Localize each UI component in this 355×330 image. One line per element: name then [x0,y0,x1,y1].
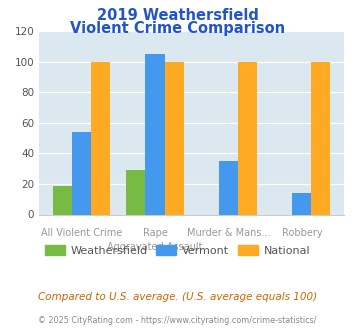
Bar [311,62,331,214]
Bar [126,170,146,214]
Bar [91,62,110,214]
Text: Murder & Mans...: Murder & Mans... [187,228,270,238]
Text: © 2025 CityRating.com - https://www.cityrating.com/crime-statistics/: © 2025 CityRating.com - https://www.city… [38,316,317,325]
Text: Violent Crime Comparison: Violent Crime Comparison [70,21,285,36]
Text: Robbery: Robbery [282,228,322,238]
Text: Aggravated Assault: Aggravated Assault [107,242,203,252]
Text: Compared to U.S. average. (U.S. average equals 100): Compared to U.S. average. (U.S. average … [38,292,317,302]
Bar [146,54,164,214]
Bar [164,62,184,214]
Legend: Weathersfield, Vermont, National: Weathersfield, Vermont, National [40,241,315,260]
Bar [292,193,311,214]
Bar [219,161,238,214]
Bar [72,132,91,214]
Bar [53,185,72,214]
Text: 2019 Weathersfield: 2019 Weathersfield [97,8,258,23]
Bar [238,62,257,214]
Text: All Violent Crime: All Violent Crime [41,228,122,238]
Text: Rape: Rape [143,228,168,238]
